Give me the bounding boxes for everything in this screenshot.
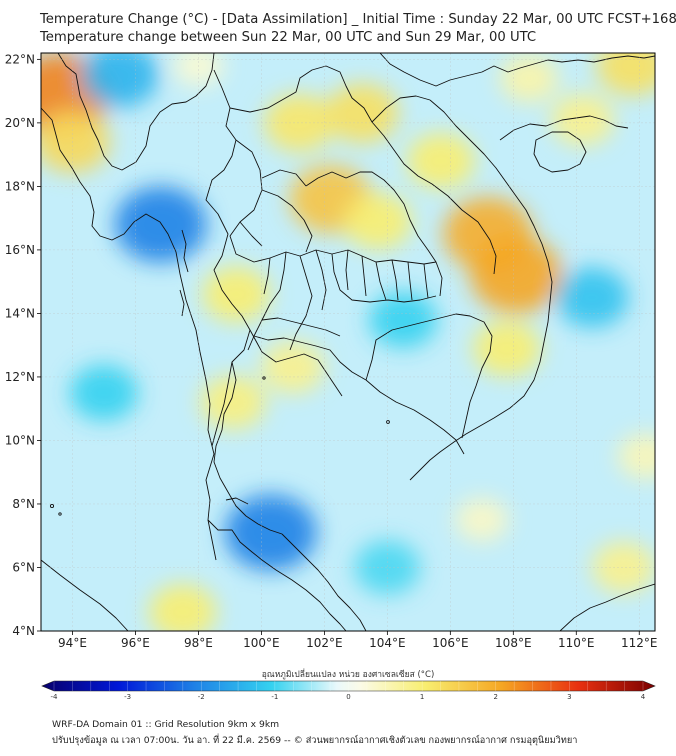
lon-tick-label: 112°E: [621, 636, 658, 650]
lon-tick-label: 108°E: [495, 636, 532, 650]
lat-tick-label: 8°N: [12, 497, 35, 511]
coastlines-and-borders: [41, 53, 655, 631]
anomaly-blob: [224, 494, 317, 571]
lat-tick-label: 14°N: [5, 306, 35, 320]
anomaly-blob: [325, 83, 399, 144]
colorbar-title: อุณหภูมิเปลี่ยนแปลง หน่วย องศาเซลเซียส (…: [262, 668, 435, 680]
lon-tick-label: 96°E: [121, 636, 150, 650]
anomaly-blob: [80, 53, 159, 108]
lon-tick-label: 100°E: [243, 636, 280, 650]
lat-tick-label: 10°N: [5, 433, 35, 447]
anomaly-blob: [499, 54, 559, 103]
axis-ticks: 4°N 6°N 8°N 10°N 12°N 14°N 16°N 18°N 20°N 22°N 94°…: [5, 52, 658, 650]
anomaly-blob: [202, 266, 271, 323]
anomaly-blob: [69, 364, 138, 421]
anomaly-blob: [148, 583, 217, 631]
lat-tick-label: 16°N: [5, 243, 35, 257]
anomaly-blob: [354, 540, 421, 595]
colorbar-tick-label: 4: [641, 693, 646, 700]
anomaly-blob: [114, 186, 207, 263]
lat-tick-label: 18°N: [5, 179, 35, 193]
map-frame-border: [40, 52, 656, 632]
footer-credit: ปรับปรุงข้อมูล ณ เวลา 07:00น. วัน อา. ที…: [52, 735, 578, 746]
anomaly-blob: [455, 497, 509, 542]
colorbar-tick-label: 2: [494, 693, 498, 700]
anomaly-blob: [406, 132, 475, 189]
temperature-anomaly-field: [41, 53, 655, 631]
anomaly-blob: [470, 237, 563, 314]
lat-tick-label: 6°N: [12, 560, 35, 574]
anomaly-blob: [550, 93, 615, 146]
colorbar-tick-label: -1: [271, 693, 278, 700]
anomaly-blob: [261, 341, 325, 394]
map-background: [41, 53, 655, 631]
anomaly-blob: [200, 375, 266, 430]
lat-tick-label: 20°N: [5, 116, 35, 130]
anomaly-blob: [263, 93, 335, 152]
footer-model-info: WRF-DA Domain 01 :: Grid Resolution 9km …: [52, 719, 280, 730]
lon-tick-label: 98°E: [184, 636, 213, 650]
anomaly-blob: [343, 193, 412, 250]
colorbar-tick-label: -3: [124, 693, 131, 700]
chart-subtitle: Temperature change between Sun 22 Mar, 0…: [40, 30, 537, 45]
lat-tick-label: 12°N: [5, 370, 35, 384]
lon-tick-label: 102°E: [306, 636, 343, 650]
anomaly-blob: [617, 433, 655, 480]
lon-tick-label: 106°E: [432, 636, 469, 650]
temperature-change-map: 4°N 6°N 8°N 10°N 12°N 14°N 16°N 18°N 20°N 22°N 94°…: [5, 52, 658, 700]
anomaly-blob: [596, 53, 655, 96]
colorbar-tick-label: -4: [51, 693, 59, 700]
anomaly-blob: [369, 291, 438, 348]
anomaly-blob: [41, 110, 111, 173]
colorbar: อุณหภูมิเปลี่ยนแปลง หน่วย องศาเซลเซียส (…: [41, 668, 656, 700]
anomaly-blob: [473, 320, 542, 377]
colorbar-tick-label: 1: [420, 693, 424, 700]
graticule-grid: [41, 53, 655, 631]
anomaly-blob: [555, 267, 629, 328]
colorbar-tick-label: 3: [567, 693, 571, 700]
lon-tick-label: 94°E: [58, 636, 87, 650]
lat-tick-label: 4°N: [12, 624, 35, 638]
lon-tick-label: 104°E: [369, 636, 406, 650]
chart-title: Temperature Change (°C) - [Data Assimila…: [40, 12, 676, 27]
colorbar-tick-label: 0: [346, 693, 350, 700]
lon-tick-label: 110°E: [558, 636, 595, 650]
lat-tick-label: 22°N: [5, 52, 35, 66]
colorbar-tick-label: -2: [198, 693, 205, 700]
